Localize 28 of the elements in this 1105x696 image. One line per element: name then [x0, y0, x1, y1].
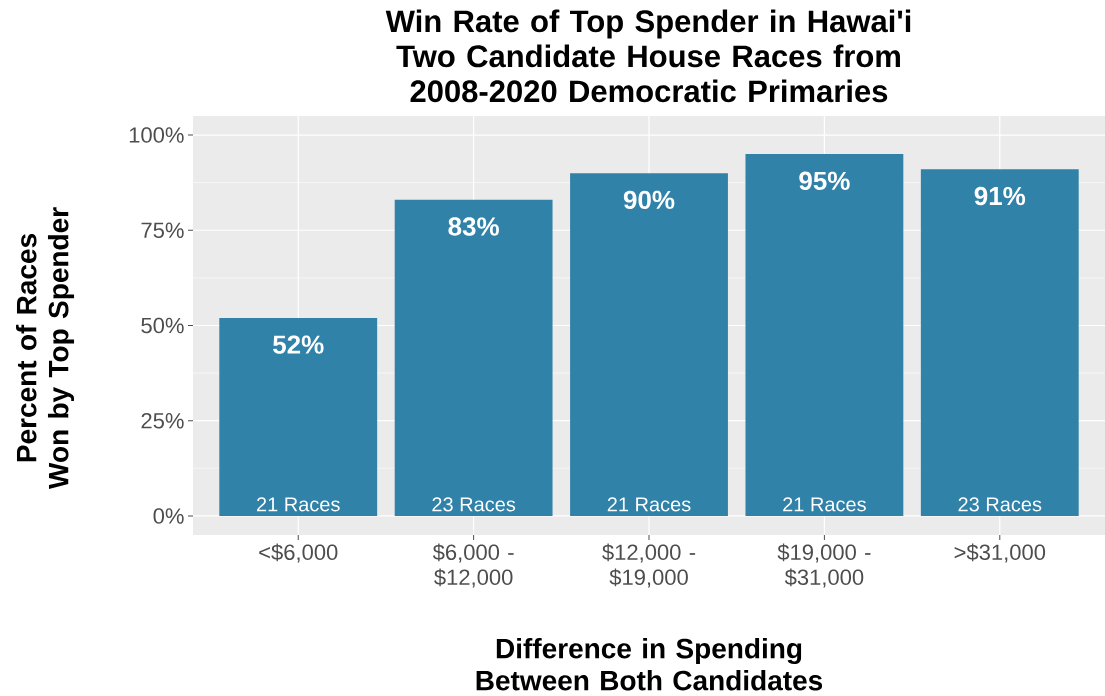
x-tick-label: $19,000 - $31,000	[777, 543, 871, 588]
data-label: 52%	[273, 335, 324, 354]
annotation: 21 Races	[607, 497, 691, 512]
bar	[745, 154, 904, 516]
y-tick-label: 100%	[129, 127, 184, 143]
data-label: 83%	[448, 217, 499, 236]
bar	[920, 169, 1079, 516]
bar	[219, 317, 378, 516]
bar	[570, 173, 728, 516]
x-axis-title: Difference in Spending Between Both Candidates	[476, 637, 823, 691]
y-tick-label: 50%	[141, 317, 184, 334]
y-axis-title: Percent of Races Won by Top Spender	[15, 207, 75, 489]
y-tick-label: 75%	[141, 222, 184, 239]
data-label: 91%	[974, 186, 1026, 206]
annotation: 21 Races	[783, 497, 866, 512]
x-tick-label: <$6,000	[259, 543, 338, 563]
annotation: 23 Races	[432, 497, 516, 512]
x-tick-label: $12,000 - $19,000	[602, 543, 696, 588]
annotation: 23 Races	[958, 497, 1042, 512]
data-label: 90%	[623, 190, 675, 210]
y-tick-label: 0%	[153, 508, 184, 524]
x-tick-label: >$31,000	[954, 543, 1046, 563]
chart-title: Win Rate of Top Spender in Hawai'i Two Candidate House Races from 2008-2020 Democratic Primaries	[385, 9, 911, 103]
y-tick-label: 25%	[141, 412, 184, 429]
data-label: 95%	[799, 171, 850, 191]
x-tick-label: $6,000 - $12,000	[432, 543, 514, 588]
annotation: 21 Races	[256, 497, 340, 512]
bar	[394, 199, 553, 516]
